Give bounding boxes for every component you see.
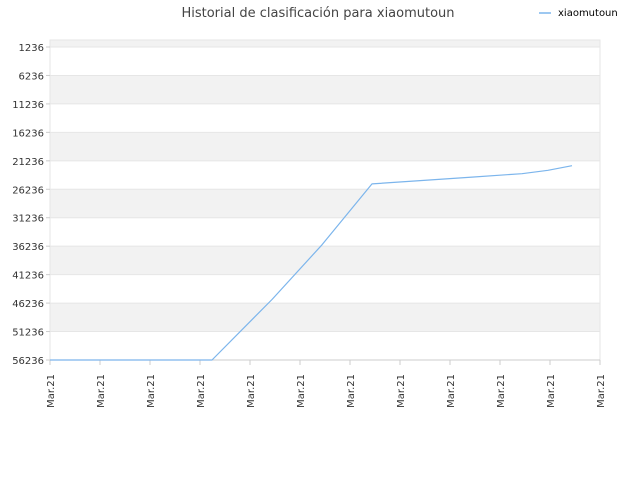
x-tick-label: Mar.21	[396, 374, 407, 408]
x-tick-label: Mar.21	[346, 374, 357, 408]
y-tick-label: 41236	[12, 271, 44, 282]
legend[interactable]: xiaomutoun	[539, 8, 618, 19]
plot-band	[50, 246, 600, 275]
y-tick-label: 56236	[12, 356, 44, 367]
x-tick-label: Mar.21	[96, 374, 107, 408]
y-tick-label: 26236	[12, 185, 44, 196]
y-tick-label: 16236	[12, 128, 44, 139]
plot-band	[50, 189, 600, 218]
y-tick-label: 11236	[12, 100, 44, 111]
plot-band	[50, 47, 600, 76]
plot-band	[50, 331, 600, 360]
plot-band	[50, 274, 600, 304]
x-tick-label: Mar.21	[596, 374, 607, 408]
x-tick-label: Mar.21	[446, 374, 457, 408]
legend-label: xiaomutoun	[558, 8, 618, 19]
y-tick-label: 36236	[12, 242, 44, 253]
plot-band	[50, 132, 600, 161]
x-tick-label: Mar.21	[196, 374, 207, 408]
plot-band	[50, 160, 600, 190]
plot-band	[50, 40, 600, 47]
x-tick-label: Mar.21	[246, 374, 257, 408]
y-tick-label: 46236	[12, 299, 44, 310]
x-tick-label: Mar.21	[296, 374, 307, 408]
chart-title: Historial de clasificación para xiaomuto…	[181, 6, 454, 21]
x-tick-label: Mar.21	[46, 374, 57, 408]
x-tick-label: Mar.21	[546, 374, 557, 408]
plot-band	[50, 103, 600, 133]
plot-band	[50, 303, 600, 332]
y-tick-label: 1236	[19, 43, 44, 54]
plot-bands	[50, 40, 600, 360]
x-tick-label: Mar.21	[146, 374, 157, 408]
y-axis-ticks: 1236 6236 11236 16236 21236 26236 31236 36236 41…	[12, 43, 50, 367]
series-line	[50, 165, 573, 361]
x-axis-ticks: Mar.21 Mar.21 Mar.21 Mar.21 Mar.21 Mar.21 Mar.…	[46, 360, 607, 408]
y-tick-label: 31236	[12, 214, 44, 225]
plot-band	[50, 75, 600, 104]
series-lines	[50, 165, 573, 361]
y-tick-label: 21236	[12, 157, 44, 168]
y-tick-label: 51236	[12, 328, 44, 339]
y-tick-label: 6236	[19, 71, 44, 82]
x-tick-label: Mar.21	[496, 374, 507, 408]
